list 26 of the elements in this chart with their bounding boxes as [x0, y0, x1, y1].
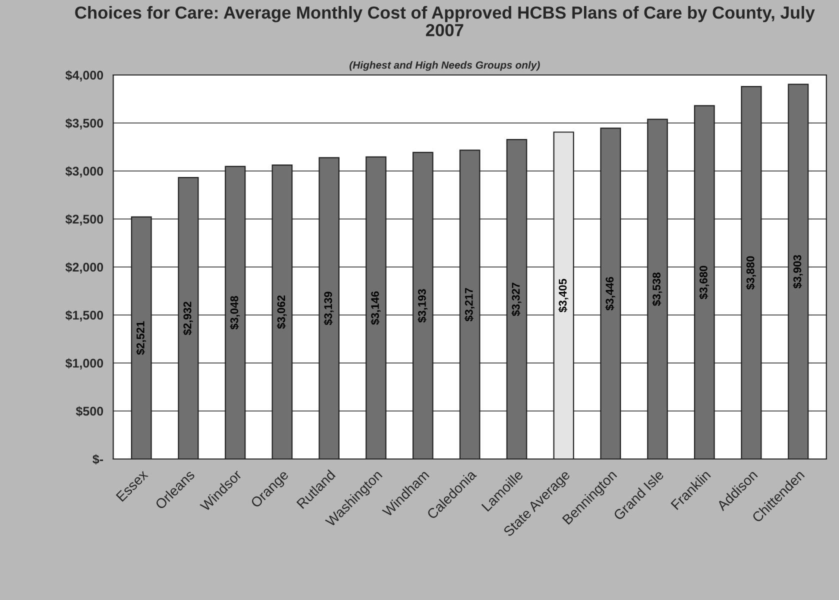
y-tick-label: $2,500: [65, 214, 104, 226]
data-label: $3,217: [464, 288, 474, 322]
data-label: $3,680: [699, 266, 710, 300]
data-label: $3,193: [418, 289, 428, 323]
data-label: $2,521: [136, 321, 146, 355]
y-tick-label: $2,000: [65, 262, 104, 274]
y-tick-label: $3,000: [65, 166, 104, 178]
y-tick-label: $1,000: [65, 358, 104, 370]
y-tick-label: $-: [92, 454, 104, 464]
data-label: $3,405: [558, 278, 568, 312]
data-label: $3,048: [230, 296, 240, 330]
data-label: $2,932: [182, 302, 193, 336]
data-label: $3,880: [746, 256, 756, 290]
y-tick-label: $500: [76, 406, 104, 416]
data-label: $3,139: [324, 292, 334, 326]
data-label: $3,146: [370, 291, 381, 325]
chart-title: Choices for Care: Average Monthly Cost of Approved HCBS Plans of Care by County, July 2007: [75, 6, 815, 36]
y-tick-label: $3,500: [65, 118, 104, 130]
y-tick-label: $1,500: [65, 310, 104, 322]
data-label: $3,903: [792, 255, 803, 288]
data-label: $3,062: [276, 295, 287, 329]
data-label: $3,538: [652, 272, 662, 306]
data-label: $3,446: [605, 277, 616, 310]
chart-subtitle: (Highest and High Needs Groups only): [350, 61, 540, 71]
data-label: $3,327: [511, 282, 522, 316]
y-tick-label: $4,000: [65, 70, 104, 82]
